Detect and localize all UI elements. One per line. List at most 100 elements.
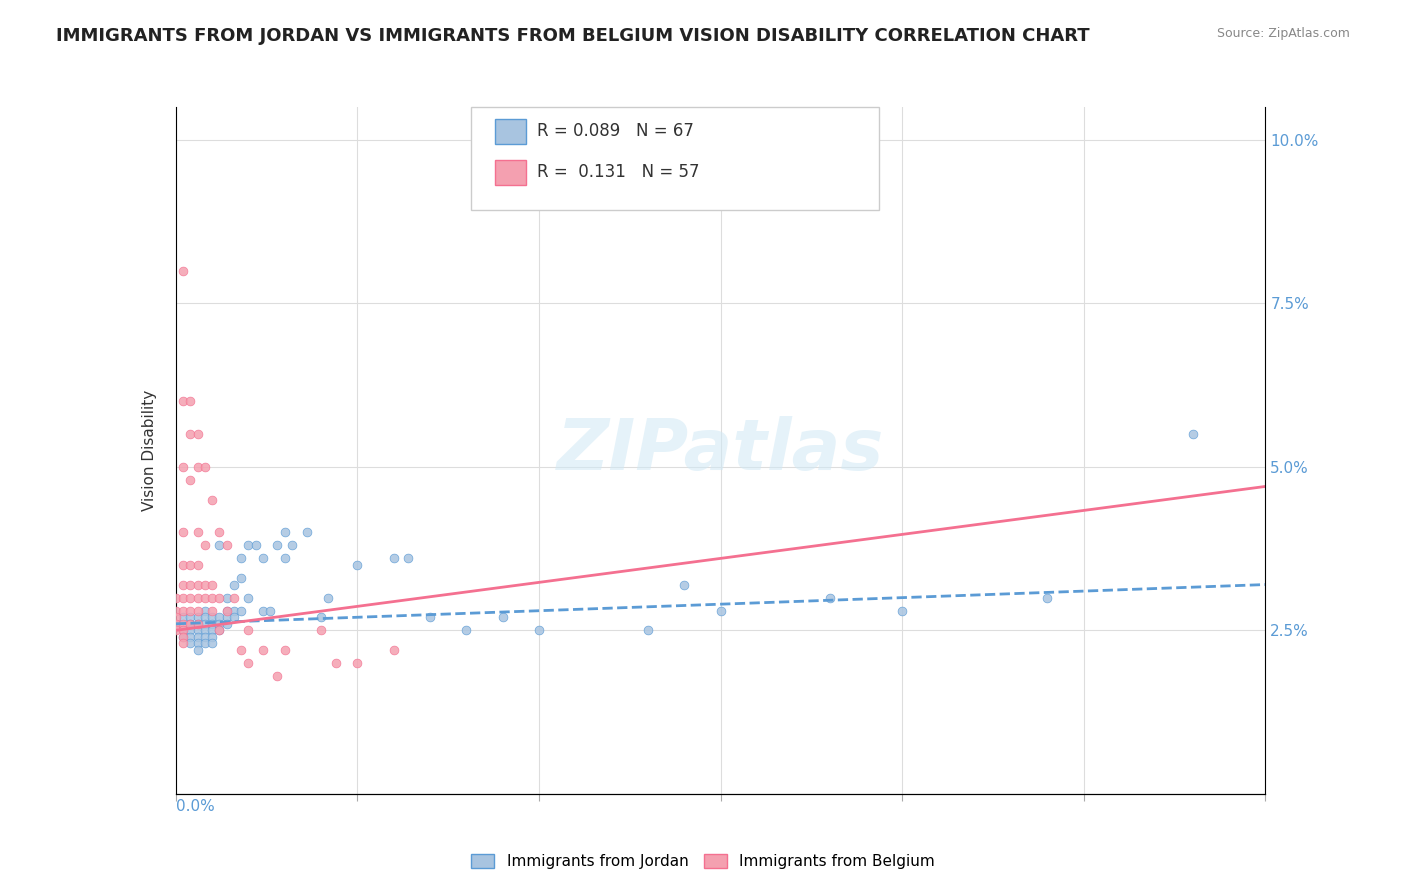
- Point: [194, 636, 217, 650]
- Point: [891, 604, 914, 618]
- Point: [710, 604, 733, 618]
- Point: [215, 610, 238, 624]
- Point: [172, 636, 194, 650]
- Point: [186, 636, 209, 650]
- Point: [208, 591, 231, 605]
- Legend: Immigrants from Jordan, Immigrants from Belgium: Immigrants from Jordan, Immigrants from …: [465, 848, 941, 875]
- Point: [274, 551, 297, 566]
- Point: [165, 616, 187, 631]
- Text: ZIPatlas: ZIPatlas: [557, 416, 884, 485]
- Point: [295, 525, 318, 540]
- Point: [201, 604, 224, 618]
- Point: [637, 624, 659, 638]
- Point: [194, 624, 217, 638]
- Point: [245, 538, 267, 552]
- Point: [165, 604, 187, 618]
- Point: [396, 551, 419, 566]
- Point: [382, 643, 405, 657]
- Point: [186, 643, 209, 657]
- Point: [201, 591, 224, 605]
- Point: [172, 624, 194, 638]
- Point: [231, 604, 253, 618]
- Point: [172, 263, 194, 277]
- Point: [194, 630, 217, 644]
- Point: [186, 427, 209, 442]
- Point: [201, 577, 224, 591]
- Point: [346, 558, 368, 572]
- Point: [215, 591, 238, 605]
- Point: [318, 591, 340, 605]
- Point: [172, 630, 194, 644]
- Point: [492, 610, 515, 624]
- Point: [186, 525, 209, 540]
- Point: [172, 459, 194, 474]
- Point: [179, 558, 201, 572]
- Point: [309, 610, 332, 624]
- Point: [186, 591, 209, 605]
- Point: [172, 610, 194, 624]
- Point: [172, 394, 194, 409]
- Point: [231, 643, 253, 657]
- Point: [179, 394, 201, 409]
- Point: [222, 604, 245, 618]
- Point: [231, 551, 253, 566]
- Point: [215, 616, 238, 631]
- Point: [179, 610, 201, 624]
- Point: [165, 616, 187, 631]
- Point: [201, 624, 224, 638]
- Point: [215, 538, 238, 552]
- Point: [281, 538, 304, 552]
- Text: 0.0%: 0.0%: [176, 799, 215, 814]
- Point: [179, 624, 201, 638]
- Point: [172, 591, 194, 605]
- Point: [208, 610, 231, 624]
- Point: [186, 558, 209, 572]
- Point: [201, 630, 224, 644]
- Text: R =  0.131   N = 57: R = 0.131 N = 57: [537, 163, 700, 181]
- Point: [208, 538, 231, 552]
- Point: [179, 616, 201, 631]
- Point: [215, 604, 238, 618]
- Point: [673, 577, 696, 591]
- Point: [208, 525, 231, 540]
- Point: [1181, 427, 1204, 442]
- Point: [238, 538, 260, 552]
- Point: [201, 636, 224, 650]
- Point: [179, 630, 201, 644]
- Point: [201, 616, 224, 631]
- Point: [186, 616, 209, 631]
- Point: [186, 616, 209, 631]
- Point: [194, 604, 217, 618]
- Point: [194, 591, 217, 605]
- Point: [172, 558, 194, 572]
- Point: [186, 630, 209, 644]
- Point: [186, 459, 209, 474]
- Point: [194, 577, 217, 591]
- Point: [186, 624, 209, 638]
- Point: [179, 604, 201, 618]
- Point: [179, 636, 201, 650]
- Point: [165, 624, 187, 638]
- Point: [252, 643, 274, 657]
- Point: [165, 591, 187, 605]
- Point: [201, 610, 224, 624]
- Point: [186, 610, 209, 624]
- Text: Source: ZipAtlas.com: Source: ZipAtlas.com: [1216, 27, 1350, 40]
- Point: [527, 624, 550, 638]
- Point: [259, 604, 281, 618]
- Point: [419, 610, 441, 624]
- Point: [266, 538, 288, 552]
- Point: [215, 604, 238, 618]
- Point: [238, 591, 260, 605]
- Point: [208, 624, 231, 638]
- Point: [194, 538, 217, 552]
- Point: [238, 624, 260, 638]
- Point: [172, 616, 194, 631]
- Point: [266, 669, 288, 683]
- Point: [274, 525, 297, 540]
- Point: [186, 577, 209, 591]
- Point: [222, 577, 245, 591]
- Point: [382, 551, 405, 566]
- Point: [194, 610, 217, 624]
- Point: [208, 624, 231, 638]
